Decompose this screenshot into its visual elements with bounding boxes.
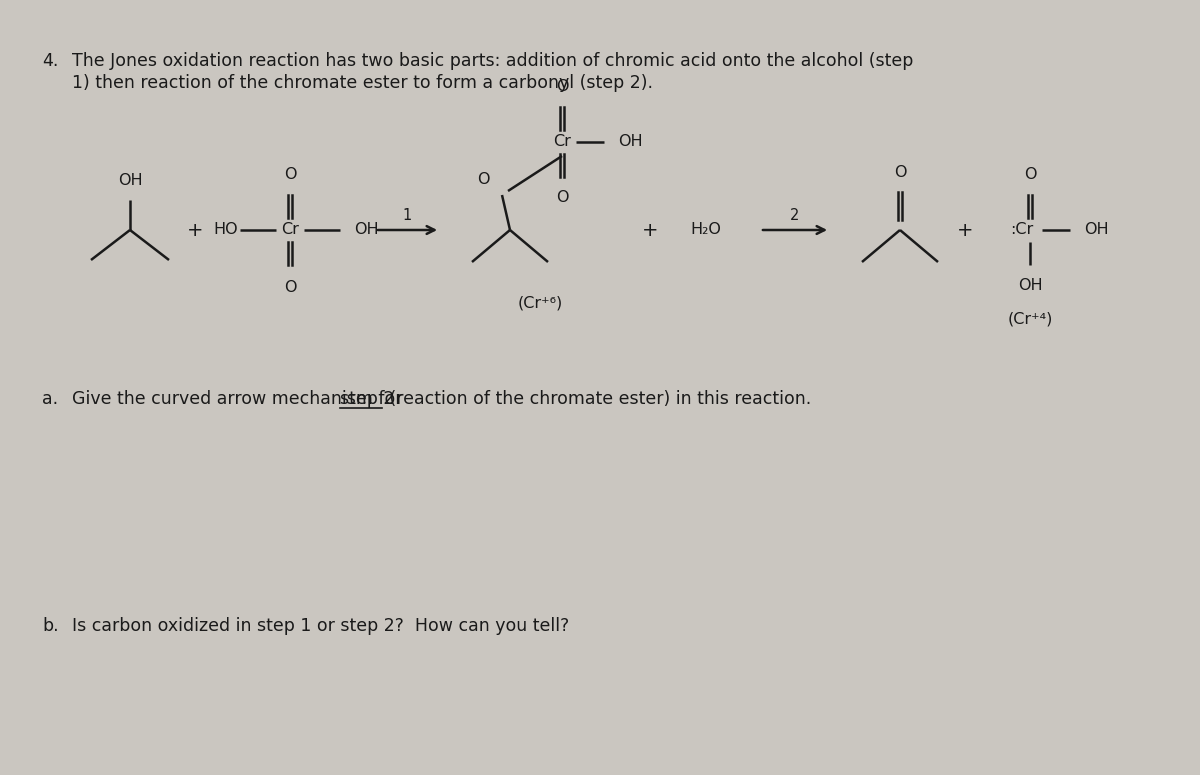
Text: (reaction of the chromate ester) in this reaction.: (reaction of the chromate ester) in this… (384, 390, 811, 408)
Text: 1) then reaction of the chromate ester to form a carbonyl (step 2).: 1) then reaction of the chromate ester t… (72, 74, 653, 92)
Text: 1: 1 (403, 208, 412, 223)
Text: Cr: Cr (553, 135, 571, 150)
Text: O: O (556, 79, 569, 94)
Text: O: O (1024, 167, 1037, 182)
Text: (Cr⁺⁶): (Cr⁺⁶) (517, 295, 563, 310)
Text: O: O (894, 165, 906, 180)
Text: O: O (283, 167, 296, 182)
Text: O: O (478, 172, 490, 187)
Text: (Cr⁺⁴): (Cr⁺⁴) (1007, 312, 1052, 327)
Text: a.: a. (42, 390, 58, 408)
Text: Is carbon oxidized in step 1 or step 2?  How can you tell?: Is carbon oxidized in step 1 or step 2? … (72, 617, 569, 635)
Text: OH: OH (1084, 222, 1109, 237)
Text: OH: OH (1018, 278, 1043, 293)
Text: 4.: 4. (42, 52, 59, 70)
Text: :Cr: :Cr (1010, 222, 1033, 237)
Text: OH: OH (618, 135, 643, 150)
Text: +: + (956, 221, 973, 239)
Text: Cr: Cr (281, 222, 299, 237)
Text: step 2: step 2 (340, 390, 395, 408)
Text: 2: 2 (791, 208, 799, 223)
Text: H₂O: H₂O (690, 222, 721, 237)
Text: +: + (187, 221, 203, 239)
Text: The Jones oxidation reaction has two basic parts: addition of chromic acid onto : The Jones oxidation reaction has two bas… (72, 52, 913, 70)
Text: O: O (283, 280, 296, 295)
Text: OH: OH (118, 173, 143, 188)
Text: HO: HO (214, 222, 238, 237)
Text: OH: OH (354, 222, 379, 237)
Text: +: + (642, 221, 659, 239)
Text: b.: b. (42, 617, 59, 635)
Text: O: O (556, 190, 569, 205)
Text: Give the curved arrow mechanism for: Give the curved arrow mechanism for (72, 390, 408, 408)
